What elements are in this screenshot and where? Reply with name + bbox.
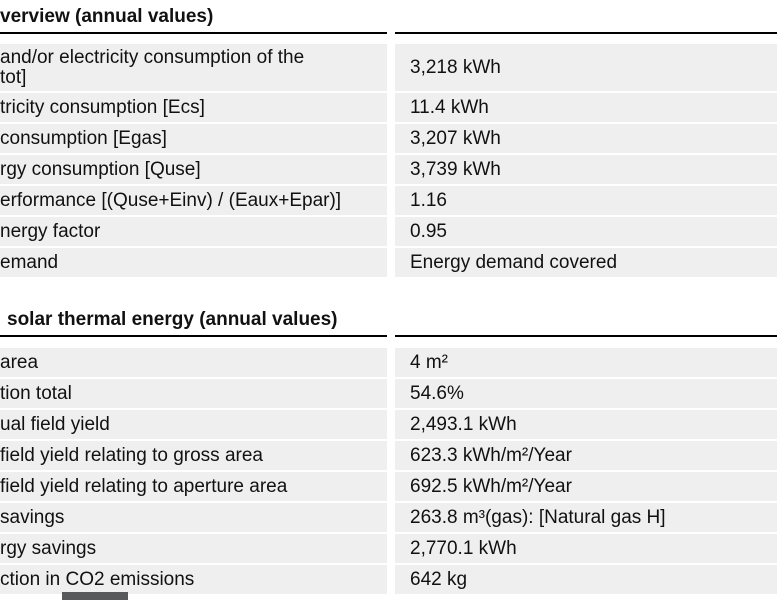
row-value: 623.3 kWh/m²/Year	[410, 444, 572, 466]
row-value: 642 kg	[410, 568, 468, 590]
overview-table: and/or electricity consumption of the to…	[0, 44, 777, 277]
section-header-rule-left: verview (annual values)	[0, 6, 387, 34]
row-label-cell: erformance [(Quse+Einv) / (Eaux+Epar)]	[0, 186, 387, 215]
partial-element-bottom	[62, 592, 128, 600]
row-label-cell: tricity consumption [Ecs]	[0, 93, 387, 122]
row-label: tricity consumption [Ecs]	[0, 96, 205, 118]
row-value-cell: 11.4 kWh	[395, 93, 777, 122]
row-label: nergy factor	[0, 220, 101, 242]
row-label: field yield relating to gross area	[0, 444, 263, 466]
row-label-cell: field yield relating to gross area	[0, 441, 387, 470]
table-row: savings 263.8 m³(gas): [Natural gas H]	[0, 503, 777, 532]
row-label-cell: field yield relating to aperture area	[0, 472, 387, 501]
section-solar-thermal: solar thermal energy (annual values) are…	[0, 309, 777, 594]
row-label: erformance [(Quse+Einv) / (Eaux+Epar)]	[0, 189, 342, 211]
row-value: 11.4 kWh	[410, 96, 489, 118]
section-header-rule-right	[395, 309, 777, 337]
row-value-cell: 2,770.1 kWh	[395, 534, 777, 563]
row-label: area	[0, 351, 39, 373]
table-row: field yield relating to aperture area 69…	[0, 472, 777, 501]
row-value-cell: 4 m²	[395, 348, 777, 377]
table-row: area 4 m²	[0, 348, 777, 377]
row-label: and/or electricity consumption of the to…	[0, 46, 305, 88]
row-label-cell: emand	[0, 248, 387, 277]
table-row: consumption [Egas] 3,207 kWh	[0, 124, 777, 153]
row-value: 263.8 m³(gas): [Natural gas H]	[410, 506, 666, 528]
row-value: 2,770.1 kWh	[410, 537, 517, 559]
row-label: rgy savings	[0, 537, 97, 559]
section-header-rule-left: solar thermal energy (annual values)	[0, 309, 387, 337]
table-row: ction in CO2 emissions 642 kg	[0, 565, 777, 594]
table-row: and/or electricity consumption of the to…	[0, 44, 777, 91]
row-label-cell: savings	[0, 503, 387, 532]
row-label-cell: rgy consumption [Quse]	[0, 155, 387, 184]
row-value-cell: 3,207 kWh	[395, 124, 777, 153]
table-row: rgy savings 2,770.1 kWh	[0, 534, 777, 563]
row-label: field yield relating to aperture area	[0, 475, 288, 497]
solar-thermal-table: area 4 m² tion total 54.6% ual field yie…	[0, 348, 777, 594]
row-value-cell: 0.95	[395, 217, 777, 246]
row-value-cell: 54.6%	[395, 379, 777, 408]
table-row: ual field yield 2,493.1 kWh	[0, 410, 777, 439]
row-value-cell: 3,739 kWh	[395, 155, 777, 184]
table-row: field yield relating to gross area 623.3…	[0, 441, 777, 470]
row-value: 4 m²	[410, 351, 448, 373]
row-label: emand	[0, 251, 59, 273]
row-label: consumption [Egas]	[0, 127, 167, 149]
row-value: 692.5 kWh/m²/Year	[410, 475, 572, 497]
row-value-cell: 623.3 kWh/m²/Year	[395, 441, 777, 470]
row-value: 3,207 kWh	[410, 127, 501, 149]
table-row: rgy consumption [Quse] 3,739 kWh	[0, 155, 777, 184]
row-value: 0.95	[410, 220, 447, 242]
section-header-rule-right	[395, 6, 777, 34]
section-title: solar thermal energy (annual values)	[7, 309, 338, 330]
row-value: 2,493.1 kWh	[410, 413, 517, 435]
section-title: verview (annual values)	[0, 6, 214, 27]
row-value: 3,218 kWh	[410, 56, 501, 78]
row-value-cell: 3,218 kWh	[395, 44, 777, 91]
row-label-cell: nergy factor	[0, 217, 387, 246]
row-label-cell: ction in CO2 emissions	[0, 565, 387, 594]
table-row: nergy factor 0.95	[0, 217, 777, 246]
row-label-cell: and/or electricity consumption of the to…	[0, 44, 387, 91]
row-label: rgy consumption [Quse]	[0, 158, 201, 180]
row-value-cell: Energy demand covered	[395, 248, 777, 277]
table-row: erformance [(Quse+Einv) / (Eaux+Epar)] 1…	[0, 186, 777, 215]
row-label-cell: area	[0, 348, 387, 377]
table-row: tion total 54.6%	[0, 379, 777, 408]
row-label: ual field yield	[0, 413, 110, 435]
row-value: Energy demand covered	[410, 251, 618, 273]
row-label-cell: ual field yield	[0, 410, 387, 439]
row-value: 1.16	[410, 189, 447, 211]
row-value: 54.6%	[410, 382, 464, 404]
table-row: emand Energy demand covered	[0, 248, 777, 277]
row-value: 3,739 kWh	[410, 158, 501, 180]
row-label: tion total	[0, 382, 72, 404]
row-value-cell: 1.16	[395, 186, 777, 215]
row-label: savings	[0, 506, 65, 528]
row-value-cell: 692.5 kWh/m²/Year	[395, 472, 777, 501]
table-row: tricity consumption [Ecs] 11.4 kWh	[0, 93, 777, 122]
row-label-cell: rgy savings	[0, 534, 387, 563]
row-label: ction in CO2 emissions	[0, 568, 195, 590]
row-value-cell: 642 kg	[395, 565, 777, 594]
section-header: solar thermal energy (annual values)	[0, 309, 777, 337]
row-label-cell: consumption [Egas]	[0, 124, 387, 153]
row-value-cell: 2,493.1 kWh	[395, 410, 777, 439]
section-system-overview: verview (annual values) and/or electrici…	[0, 6, 777, 277]
section-header: verview (annual values)	[0, 6, 777, 34]
row-label-cell: tion total	[0, 379, 387, 408]
row-value-cell: 263.8 m³(gas): [Natural gas H]	[395, 503, 777, 532]
